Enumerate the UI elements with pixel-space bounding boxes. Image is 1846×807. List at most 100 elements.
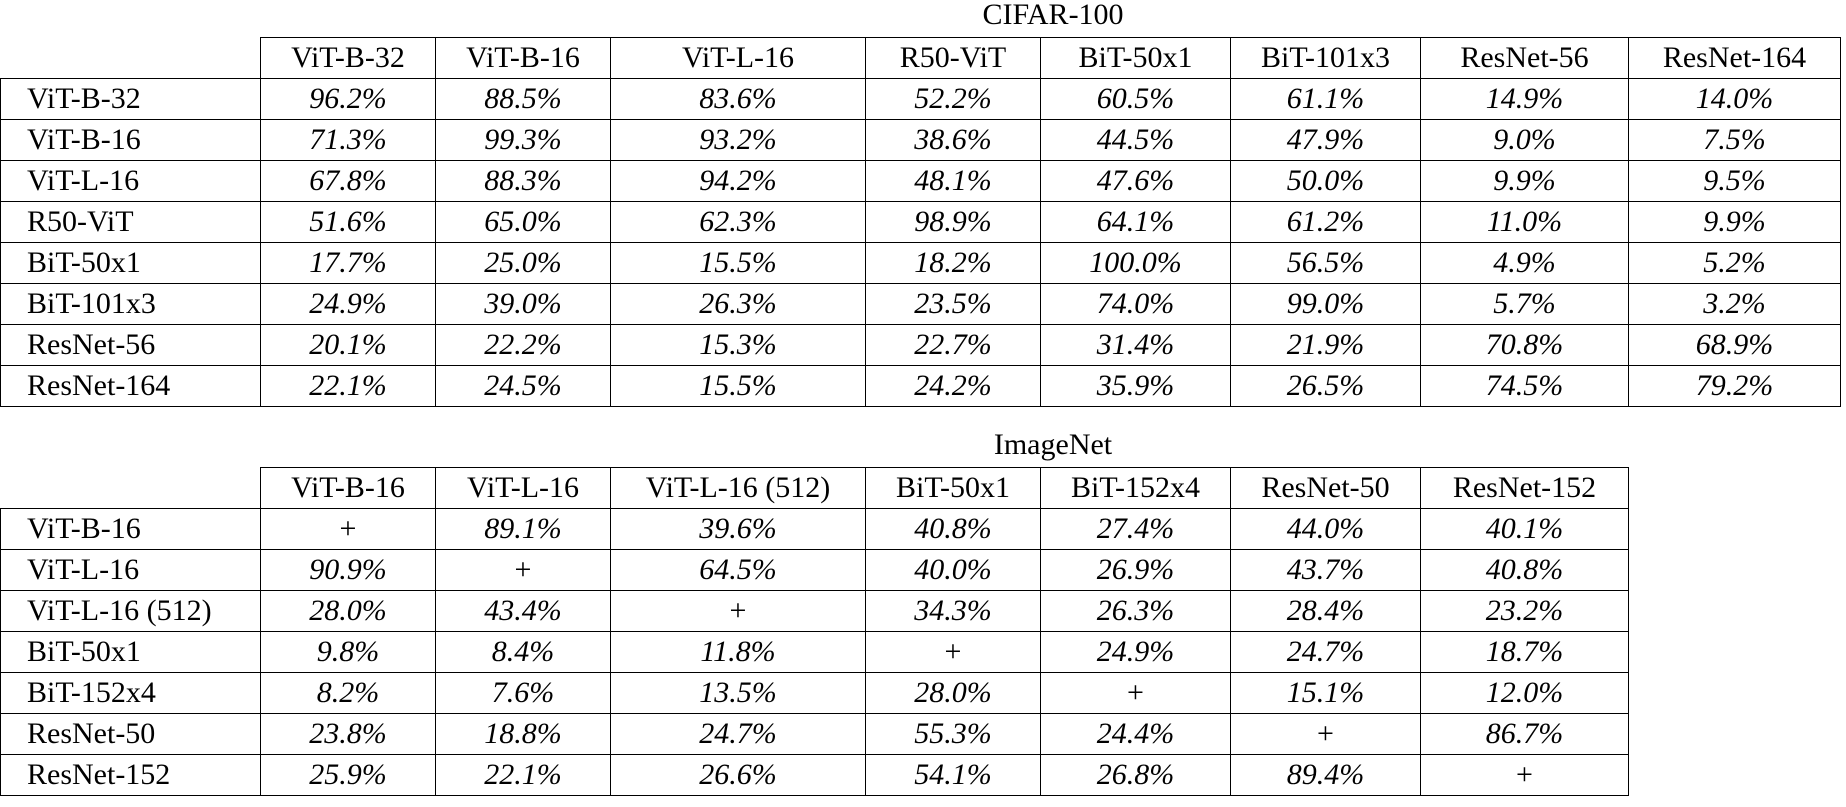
table-cell: 50.0% xyxy=(1230,160,1421,202)
table-cell: 34.3% xyxy=(865,590,1041,632)
table-row: ResNet-56 20.1% 22.2% 15.3% 22.7% 31.4% 21.9% 7… xyxy=(0,324,1841,366)
row-header: ViT-L-16 xyxy=(0,160,261,202)
table-cell: 86.7% xyxy=(1420,713,1629,755)
table-cell: 14.0% xyxy=(1628,78,1841,120)
table-cell: 9.9% xyxy=(1628,201,1841,243)
column-header: BiT-101x3 xyxy=(1230,37,1421,79)
table-cell: 99.3% xyxy=(435,119,611,161)
table-cell: 60.5% xyxy=(1040,78,1231,120)
corner-cell xyxy=(0,467,261,509)
table-cell: 39.0% xyxy=(435,283,611,325)
table-cell: 52.2% xyxy=(865,78,1041,120)
table-cell: 24.9% xyxy=(260,283,436,325)
table-cell: 61.1% xyxy=(1230,78,1421,120)
table-cell: 22.1% xyxy=(260,365,436,407)
table-cell: 51.6% xyxy=(260,201,436,243)
table-cell: 21.9% xyxy=(1230,324,1421,366)
table-cell: 88.5% xyxy=(435,78,611,120)
table-cell: 25.0% xyxy=(435,242,611,284)
table-cell: 24.7% xyxy=(1230,631,1421,673)
column-header: ViT-B-16 xyxy=(260,467,436,509)
table-cell: 5.2% xyxy=(1628,242,1841,284)
table-cell: 56.5% xyxy=(1230,242,1421,284)
table-cell: + xyxy=(865,631,1041,673)
table-row: ResNet-164 22.1% 24.5% 15.5% 24.2% 35.9% 26.5%… xyxy=(0,365,1841,407)
table-cell: 26.5% xyxy=(1230,365,1421,407)
table-cell: 89.4% xyxy=(1230,754,1421,796)
table-cell: 61.2% xyxy=(1230,201,1421,243)
table-cell: 11.8% xyxy=(610,631,866,673)
table-cell: 15.1% xyxy=(1230,672,1421,714)
column-header: ViT-L-16 xyxy=(610,37,866,79)
column-header: BiT-50x1 xyxy=(1040,37,1231,79)
row-header: BiT-50x1 xyxy=(0,631,261,673)
table-cell: 88.3% xyxy=(435,160,611,202)
table-cell: 43.7% xyxy=(1230,549,1421,591)
table-cell: 15.5% xyxy=(610,242,866,284)
table-cell: 96.2% xyxy=(260,78,436,120)
table-cell: + xyxy=(1420,754,1629,796)
table-cell: 55.3% xyxy=(865,713,1041,755)
table-row: BiT-50x1 17.7% 25.0% 15.5% 18.2% 100.0% 56.5% 4… xyxy=(0,242,1841,284)
table-row: R50-ViT 51.6% 65.0% 62.3% 98.9% 64.1% 61.2% 11.… xyxy=(0,201,1841,243)
table-cell: 35.9% xyxy=(1040,365,1231,407)
corner-cell xyxy=(0,37,261,79)
table-cell: + xyxy=(1230,713,1421,755)
table-cell: 9.9% xyxy=(1420,160,1629,202)
table-cell: 99.0% xyxy=(1230,283,1421,325)
table-cell: 26.3% xyxy=(1040,590,1231,632)
table-cell: 12.0% xyxy=(1420,672,1629,714)
table-cell: 26.3% xyxy=(610,283,866,325)
table-cell: 94.2% xyxy=(610,160,866,202)
table-cell: 22.2% xyxy=(435,324,611,366)
column-header: ViT-B-32 xyxy=(260,37,436,79)
table-cell: 54.1% xyxy=(865,754,1041,796)
table-cell: 15.5% xyxy=(610,365,866,407)
table-row: ViT-L-16 (512) 28.0% 43.4% +34.3% 26.3% 28.4%… xyxy=(0,590,1629,632)
table-cell: 18.2% xyxy=(865,242,1041,284)
table-cell: 71.3% xyxy=(260,119,436,161)
table-cell: 89.1% xyxy=(435,508,611,550)
table-cell: 98.9% xyxy=(865,201,1041,243)
header-row: ViT-B-16 ViT-L-16 ViT-L-16 (512) BiT-50x1 Bi… xyxy=(0,467,1629,509)
table-cell: 7.5% xyxy=(1628,119,1841,161)
column-header: BiT-50x1 xyxy=(865,467,1041,509)
table-cell: + xyxy=(435,549,611,591)
imagenet-table-caption: ImageNet xyxy=(993,428,1113,461)
table-cell: 11.0% xyxy=(1420,201,1629,243)
row-header: ViT-B-32 xyxy=(0,78,261,120)
table-cell: 22.1% xyxy=(435,754,611,796)
table-cell: 26.8% xyxy=(1040,754,1231,796)
row-header: BiT-101x3 xyxy=(0,283,261,325)
table-cell: 68.9% xyxy=(1628,324,1841,366)
table-cell: 40.8% xyxy=(1420,549,1629,591)
table-cell: + xyxy=(260,508,436,550)
table-cell: + xyxy=(1040,672,1231,714)
row-header: ViT-L-16 (512) xyxy=(0,590,261,632)
table-cell: 79.2% xyxy=(1628,365,1841,407)
table-cell: 83.6% xyxy=(610,78,866,120)
table-cell: 67.8% xyxy=(260,160,436,202)
column-header: R50-ViT xyxy=(865,37,1041,79)
table-cell: 40.1% xyxy=(1420,508,1629,550)
row-header: ResNet-152 xyxy=(0,754,261,796)
table-row: ViT-B-16 +89.1% 39.6% 40.8% 27.4% 44.0% 40.1% xyxy=(0,508,1629,550)
table-cell: 9.0% xyxy=(1420,119,1629,161)
table-cell: 90.9% xyxy=(260,549,436,591)
table-row: ViT-L-16 67.8% 88.3% 94.2% 48.1% 47.6% 50.0% 9.… xyxy=(0,160,1841,202)
row-header: ViT-B-16 xyxy=(0,508,261,550)
table-row: ResNet-152 25.9% 22.1% 26.6% 54.1% 26.8% 89.4%… xyxy=(0,754,1629,796)
table-cell: 47.6% xyxy=(1040,160,1231,202)
table-cell: 13.5% xyxy=(610,672,866,714)
table-cell: 3.2% xyxy=(1628,283,1841,325)
table-cell: 23.8% xyxy=(260,713,436,755)
table-cell: 28.0% xyxy=(260,590,436,632)
table-cell: 24.9% xyxy=(1040,631,1231,673)
table-row: ViT-B-16 71.3% 99.3% 93.2% 38.6% 44.5% 47.9% 9.… xyxy=(0,119,1841,161)
table-cell: 74.5% xyxy=(1420,365,1629,407)
table-cell: 93.2% xyxy=(610,119,866,161)
column-header: ResNet-50 xyxy=(1230,467,1421,509)
row-header: ResNet-50 xyxy=(0,713,261,755)
column-header: ViT-L-16 xyxy=(435,467,611,509)
table-cell: 40.0% xyxy=(865,549,1041,591)
